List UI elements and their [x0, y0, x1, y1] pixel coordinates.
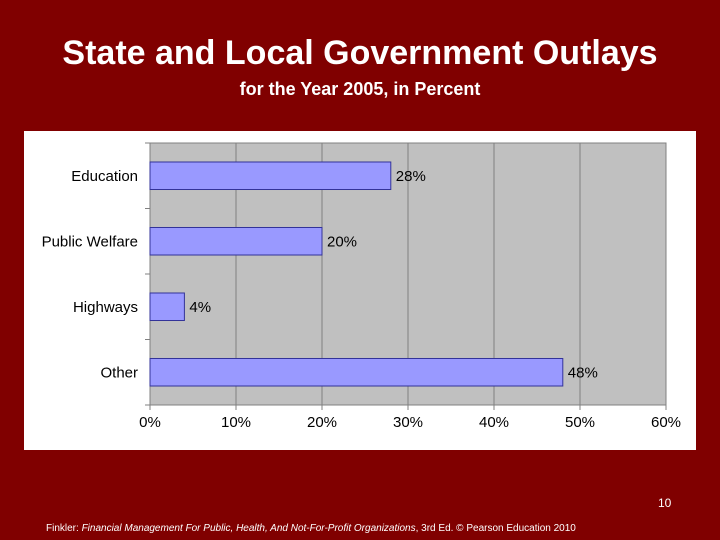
data-label: 20%: [327, 233, 357, 250]
x-tick-label: 0%: [139, 414, 161, 431]
x-tick-label: 40%: [479, 414, 509, 431]
category-label: Other: [100, 364, 138, 381]
bar: [149, 357, 564, 387]
data-label: 28%: [396, 168, 426, 185]
category-label: Highways: [73, 299, 138, 316]
category-label: Public Welfare: [42, 233, 138, 250]
x-tick-label: 60%: [651, 414, 681, 431]
category-label: Education: [71, 168, 138, 185]
x-tick-label: 50%: [565, 414, 595, 431]
footer-citation: Finkler: Financial Management For Public…: [46, 523, 576, 534]
bar: [149, 226, 323, 256]
footer-book-title: Financial Management For Public, Health,…: [81, 523, 416, 534]
data-label: 4%: [189, 299, 211, 316]
chart-subtitle: for the Year 2005, in Percent: [239, 79, 481, 99]
footer-suffix: , 3rd Ed. © Pearson Education 2010: [415, 523, 576, 534]
x-tick-label: 30%: [393, 414, 423, 431]
chart-title: State and Local Government Outlays: [62, 34, 658, 72]
x-tick-label: 20%: [307, 414, 337, 431]
footer-prefix: Finkler:: [46, 523, 82, 534]
bar: [149, 161, 392, 191]
data-label: 48%: [568, 364, 598, 381]
page-number: 10: [658, 496, 672, 510]
x-tick-label: 10%: [221, 414, 251, 431]
bar-chart: 0% 10% 20% 30% 40% 50% 60% Education 28% Public W…: [42, 142, 681, 431]
bar: [149, 292, 185, 322]
chart-container: 0% 10% 20% 30% 40% 50% 60% Education 28% Public W…: [24, 131, 696, 450]
